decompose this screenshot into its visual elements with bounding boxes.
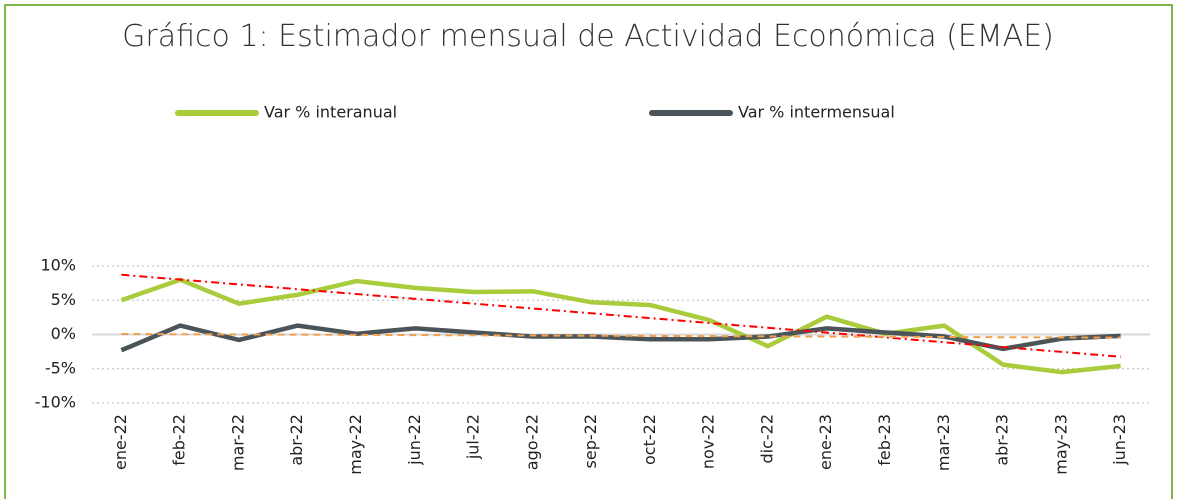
legend-label: Var % interanual <box>264 103 397 122</box>
x-tick-label: may-22 <box>346 414 365 475</box>
x-tick-label: nov-22 <box>699 414 718 469</box>
y-tick-label: 0% <box>51 324 76 343</box>
line-series <box>120 323 1121 353</box>
x-tick-label: mar-22 <box>228 414 247 471</box>
line-series <box>120 277 1121 375</box>
frame <box>4 4 1173 499</box>
x-tick-label: ene-22 <box>111 414 130 470</box>
trendline <box>121 273 1121 358</box>
x-tick-label: feb-23 <box>875 414 894 466</box>
x-tick-label: ene-23 <box>816 414 835 470</box>
y-tick-label: -5% <box>45 358 76 377</box>
trendline <box>121 333 1121 339</box>
x-tick-label: abr-22 <box>287 414 306 466</box>
chart-title: Gráfico 1: Estimador mensual de Activida… <box>122 19 1054 54</box>
x-tick-label: feb-22 <box>170 414 189 466</box>
x-tick-label: may-23 <box>1051 414 1070 475</box>
y-tick-label: 10% <box>40 256 76 275</box>
y-tick-label: 5% <box>51 290 76 309</box>
x-tick-label: dic-22 <box>757 414 776 464</box>
x-tick-label: sep-22 <box>581 414 600 468</box>
x-tick-label: abr-23 <box>993 414 1012 466</box>
x-tick-label: mar-23 <box>934 414 953 471</box>
x-tick-label: jul-22 <box>464 414 483 460</box>
x-tick-label: jun-23 <box>1110 414 1129 466</box>
x-tick-label: ago-22 <box>522 414 541 470</box>
x-tick-label: jun-22 <box>405 414 424 466</box>
y-tick-label: -10% <box>35 393 76 412</box>
legend-label: Var % intermensual <box>738 103 895 122</box>
x-tick-label: oct-22 <box>640 414 659 465</box>
